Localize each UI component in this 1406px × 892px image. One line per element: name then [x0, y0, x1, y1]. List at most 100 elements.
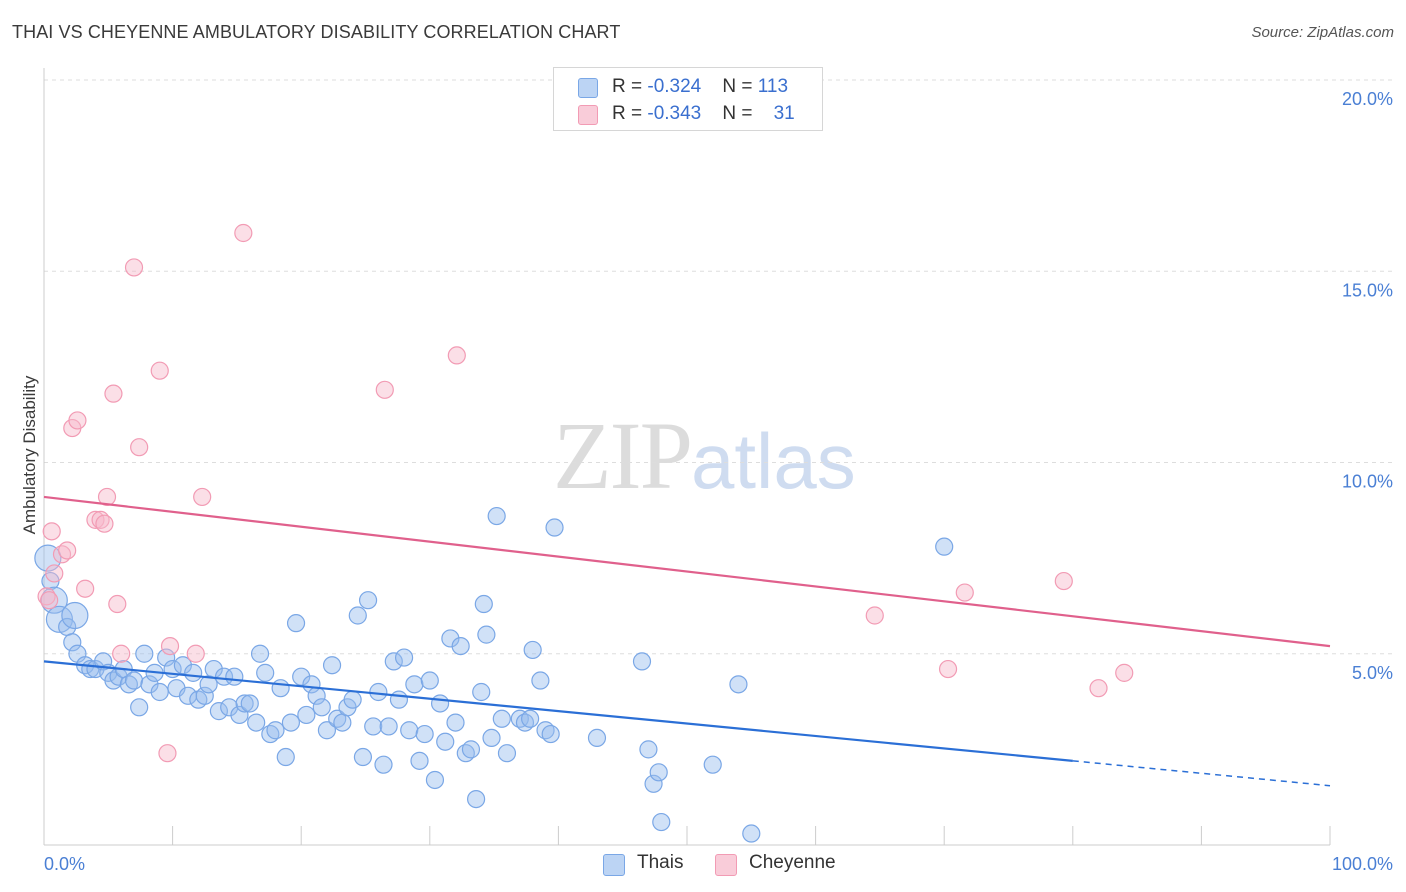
cheyenne-point	[193, 487, 212, 507]
cheyenne-point	[186, 644, 205, 663]
thais-point	[209, 702, 228, 721]
source-label: Source: ZipAtlas.com	[1251, 24, 1394, 41]
thais-point	[541, 724, 560, 744]
thais-point	[140, 675, 159, 694]
cheyenne-point	[68, 411, 87, 430]
n-value: 31	[773, 103, 795, 124]
cheyenne-point	[95, 514, 114, 533]
thais-point	[220, 698, 239, 717]
thais-point	[230, 705, 249, 725]
chart-title: THAI VS CHEYENNE AMBULATORY DISABILITY C…	[12, 22, 621, 42]
cheyenne-legend-swatch	[715, 854, 737, 876]
thais-point	[333, 713, 352, 732]
y-tick-label: 20.0%	[1342, 89, 1393, 109]
cheyenne-point	[865, 606, 884, 625]
thais-point	[322, 656, 342, 675]
cheyenne-point	[938, 659, 958, 679]
thais-point	[430, 694, 450, 713]
thais-point	[63, 633, 82, 652]
thais-point	[632, 652, 652, 671]
thais-point	[415, 724, 434, 744]
thais-point	[441, 629, 460, 648]
thais-point	[379, 717, 398, 736]
thais-point	[729, 675, 748, 694]
thais-point	[461, 740, 481, 759]
cheyenne-point	[234, 223, 253, 243]
thais-point	[420, 671, 439, 690]
thais-point	[297, 705, 316, 725]
thais-trend-extension	[1072, 760, 1331, 787]
r-label: R =	[612, 103, 648, 124]
thais-point	[364, 717, 383, 736]
cheyenne-point	[375, 380, 394, 399]
r-label: R =	[612, 76, 648, 97]
cheyenne-point	[40, 591, 59, 610]
thais-point	[374, 755, 393, 774]
thais-point	[247, 713, 266, 732]
cheyenne-point	[1054, 571, 1073, 591]
watermark: ZIPatlas	[553, 400, 856, 511]
cheyenne-point	[150, 361, 169, 380]
cheyenne-point	[158, 744, 177, 763]
thais-point	[214, 667, 234, 686]
n-label: N =	[722, 76, 758, 97]
cheyenne-trend-line	[43, 495, 1331, 648]
thais-point	[405, 675, 424, 694]
thais-point	[317, 721, 337, 740]
thais-point	[384, 652, 403, 671]
thais-point	[497, 744, 517, 763]
cheyenne-point	[1115, 663, 1134, 682]
thais-point	[487, 506, 506, 526]
thais-point	[240, 694, 259, 713]
y-tick-label: 10.0%	[1342, 472, 1393, 492]
thais-point	[472, 682, 491, 702]
thais-point	[639, 740, 658, 759]
thais-point	[410, 751, 429, 770]
thais-legend-label: Thais	[637, 852, 684, 873]
thais-point	[61, 601, 89, 630]
thais-point	[466, 789, 486, 809]
r-value: -0.324	[647, 76, 702, 97]
thais-point	[358, 591, 378, 610]
thais-point	[703, 755, 722, 774]
thais-point	[477, 625, 496, 644]
n-value: 113	[757, 76, 789, 97]
x-tick-label: 100.0%	[1332, 854, 1393, 874]
cheyenne-point	[112, 644, 131, 663]
cheyenne-point	[130, 438, 149, 457]
thais-point	[281, 713, 301, 732]
thais-point	[389, 690, 409, 709]
thais-point	[394, 648, 414, 667]
thais-point	[446, 713, 465, 732]
thais-point	[644, 774, 663, 793]
thais-point	[587, 728, 607, 748]
cheyenne-point	[42, 522, 61, 541]
stats-legend: R = -0.324 N = 113 R = -0.343 N = 31	[553, 67, 823, 131]
thais-point	[649, 763, 668, 782]
thais-point	[235, 694, 254, 713]
cheyenne-point	[124, 258, 144, 277]
cheyenne-point	[955, 583, 974, 602]
cheyenne-point	[1089, 679, 1108, 698]
cheyenne-point	[108, 594, 127, 614]
thais-point	[271, 679, 290, 698]
cheyenne-point	[76, 579, 95, 598]
thais-point	[312, 698, 331, 717]
thais-point	[256, 663, 275, 682]
thais-point	[531, 671, 550, 690]
y-tick-label: 5.0%	[1352, 663, 1393, 683]
thais-legend-swatch	[603, 854, 625, 876]
thais-point	[935, 537, 954, 556]
cheyenne-swatch	[578, 105, 598, 125]
cheyenne-legend-label: Cheyenne	[749, 852, 836, 873]
r-value: -0.343	[647, 103, 702, 124]
n-label: N =	[722, 103, 758, 124]
thais-point	[523, 640, 542, 660]
cheyenne-point	[45, 564, 64, 583]
thais-point	[492, 709, 511, 728]
thais-point	[45, 605, 74, 633]
thais-trend-line	[43, 660, 1073, 762]
thais-point	[545, 518, 564, 537]
x-tick-label: 0.0%	[44, 854, 85, 874]
